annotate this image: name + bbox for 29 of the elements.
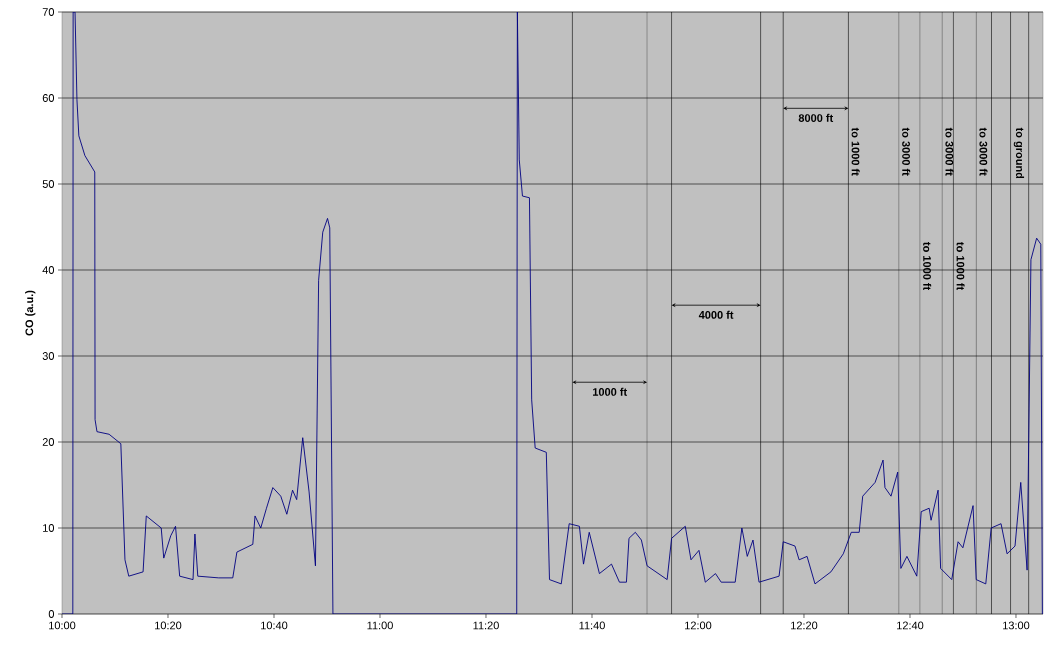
x-tick-label: 10:20 [155,621,182,630]
ref-line-label: to 3000 ft [902,127,911,176]
x-tick-label: 12:20 [791,621,818,630]
ref-line-label: to 3000 ft [945,127,954,176]
x-tick-label: 11:20 [473,621,499,630]
y-tick-label: 30 [42,352,55,360]
x-tick-label: 11:00 [367,621,393,630]
y-tick-label: 40 [42,266,55,274]
x-tick-label: 10:00 [49,621,76,630]
y-tick-label: 0 [48,610,55,618]
y-tick-label: 70 [42,8,55,16]
x-tick-label: 10:40 [261,621,288,630]
annotation: 4000 ft [698,310,734,319]
y-tick-label: 20 [42,438,55,446]
annotation: 8000 ft [798,113,834,122]
ref-line-label: to 3000 ft [979,127,988,176]
ref-line-label: to 1000 ft [923,242,932,291]
y-axis-title: CO (a.u.) [25,290,36,336]
x-tick-label: 11:40 [579,621,605,630]
y-tick-label: 10 [43,524,55,532]
x-tick-label: 13:00 [1003,621,1030,630]
annotation: 1000 ft [593,387,628,396]
x-tick-label: 12:00 [685,621,712,630]
ref-line-label: to 1000 ft [851,127,860,176]
x-tick-label: 12:40 [897,621,924,630]
y-tick-label: 50 [42,180,55,188]
ref-line-label: to 1000 ft [956,242,965,291]
y-tick-label: 60 [42,94,55,102]
ref-line-label: to ground [1013,127,1025,179]
